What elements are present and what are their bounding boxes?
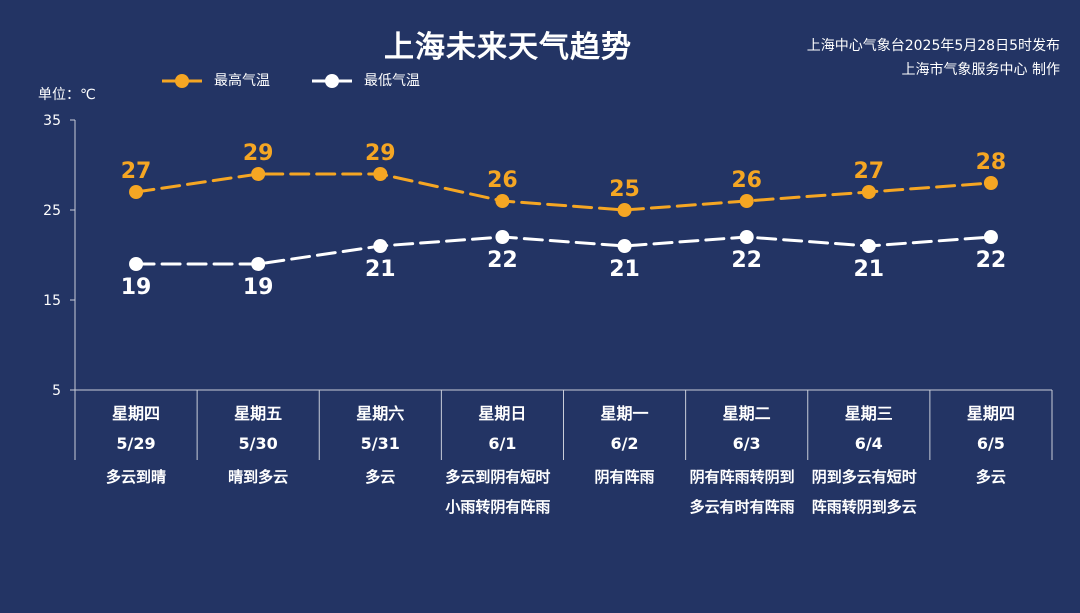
data-label-high: 25 (609, 177, 640, 202)
data-point-low (373, 239, 388, 253)
data-label-low: 19 (121, 275, 152, 300)
day-date: 5/31 (360, 434, 400, 453)
y-tick-label: 35 (43, 113, 61, 129)
day-date: 5/30 (238, 434, 278, 453)
day-weekday: 星期日 (478, 404, 527, 423)
day-column: 星期三 6/4 阴到多云有短时阵雨转阴到多云 (808, 400, 930, 522)
data-point-high (129, 185, 144, 199)
data-label-low: 22 (731, 248, 762, 273)
day-weekday: 星期一 (600, 404, 649, 423)
day-condition: 阴有阵雨转阴到多云有时有阵雨 (689, 468, 795, 516)
data-point-high (495, 194, 510, 208)
day-condition: 多云 (365, 468, 396, 486)
data-point-low (861, 239, 876, 253)
day-date: 6/4 (854, 434, 883, 453)
day-weekday: 星期四 (111, 404, 160, 423)
data-label-low: 22 (976, 248, 1007, 273)
legend-high-label: 最高气温 (214, 73, 270, 89)
day-column: 星期五 5/30 晴到多云 (197, 400, 319, 492)
data-point-high (739, 194, 754, 208)
day-condition: 多云到晴 (105, 468, 166, 486)
day-column: 星期二 6/3 阴有阵雨转阴到多云有时有阵雨 (686, 400, 808, 522)
series-line-high (134, 172, 993, 212)
legend-low-label: 最低气温 (364, 73, 420, 89)
day-weekday: 星期六 (356, 404, 405, 423)
legend-low-marker (312, 74, 352, 88)
data-label-low: 19 (243, 275, 274, 300)
data-label-low: 22 (487, 248, 518, 273)
data-label-high: 26 (731, 168, 762, 193)
data-point-low (983, 230, 998, 244)
data-point-high (861, 185, 876, 199)
day-condition: 晴到多云 (228, 468, 289, 486)
data-point-high (373, 167, 388, 181)
day-column: 星期日 6/1 多云到阴有短时小雨转阴有阵雨 (441, 400, 563, 522)
day-condition: 多云 (975, 468, 1006, 486)
unit-label: 单位：℃ (38, 87, 96, 103)
data-point-high (251, 167, 266, 181)
series-line-low (134, 235, 993, 266)
day-column: 星期四 6/5 多云 (930, 400, 1052, 492)
y-tick-label: 15 (43, 293, 61, 309)
publisher-info: 上海中心气象台2025年5月28日5时发布 上海市气象服务中心 制作 (807, 34, 1060, 82)
data-point-high (617, 203, 632, 217)
day-date: 6/1 (488, 434, 517, 453)
data-label-high: 27 (121, 159, 152, 184)
data-label-high: 28 (976, 150, 1007, 175)
day-column: 星期六 5/31 多云 (319, 400, 441, 492)
data-label-high: 29 (365, 141, 396, 166)
day-condition: 阴到多云有短时阵雨转阴到多云 (811, 468, 917, 516)
publisher-line-1: 上海中心气象台2025年5月28日5时发布 (806, 38, 1060, 54)
day-date: 6/3 (732, 434, 761, 453)
data-point-low (495, 230, 510, 244)
day-date: 6/5 (976, 434, 1005, 453)
data-point-high (983, 176, 998, 190)
day-weekday: 星期三 (844, 404, 893, 423)
day-weekday: 星期二 (722, 404, 771, 423)
day-weekday: 星期五 (234, 404, 283, 423)
day-column: 星期四 5/29 多云到晴 (75, 400, 197, 492)
data-label-high: 27 (854, 159, 885, 184)
y-tick-label: 5 (52, 383, 61, 399)
day-date: 6/2 (610, 434, 639, 453)
day-column: 星期一 6/2 阴有阵雨 (564, 400, 686, 492)
data-label-high: 29 (243, 141, 274, 166)
data-label-low: 21 (609, 257, 640, 282)
data-label-low: 21 (854, 257, 885, 282)
page-title: 上海未来天气趋势 (384, 30, 632, 65)
data-point-low (739, 230, 754, 244)
publisher-line-2: 上海市气象服务中心 制作 (901, 62, 1060, 78)
day-date: 5/29 (116, 434, 156, 453)
day-condition: 多云到阴有短时小雨转阴有阵雨 (445, 468, 551, 516)
day-weekday: 星期四 (966, 404, 1015, 423)
data-point-low (251, 257, 266, 271)
legend-high-marker (162, 74, 202, 88)
y-tick-label: 25 (43, 203, 61, 219)
day-condition: 阴有阵雨 (594, 468, 655, 486)
data-label-high: 26 (487, 168, 518, 193)
data-label-low: 21 (365, 257, 396, 282)
data-point-low (617, 239, 632, 253)
data-point-low (129, 257, 144, 271)
